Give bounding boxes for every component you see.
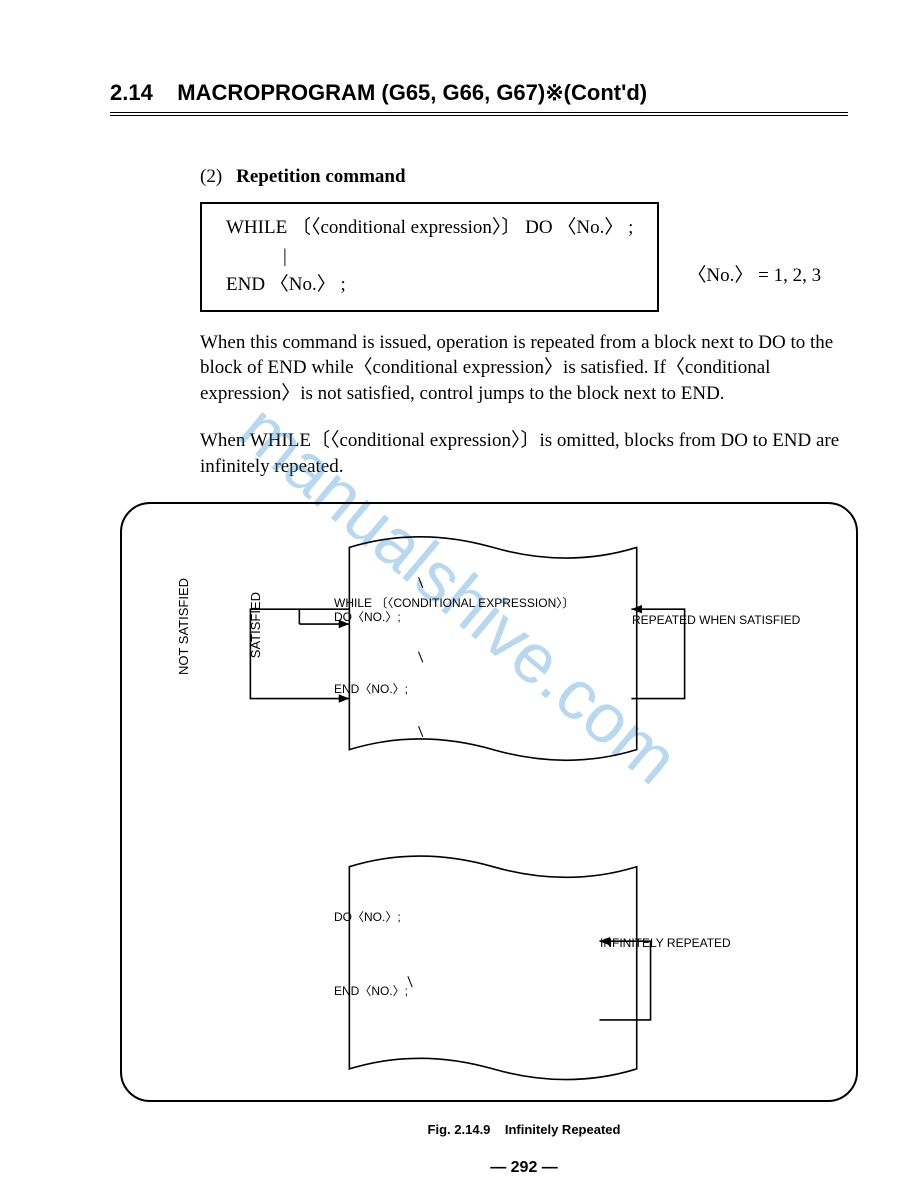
loop-bracket-2 [599, 941, 650, 1020]
label-not-satisfied: NOT SATISFIED [176, 578, 191, 675]
code-box: WHILE 〔〈conditional expression〉〕 DO 〈No.… [200, 202, 659, 312]
tick-1a [419, 577, 423, 588]
content-area: (2) Repetition command WHILE 〔〈condition… [110, 166, 848, 1177]
section-header: 2.14 MACROPROGRAM (G65, G66, G67)※(Cont'… [110, 80, 848, 116]
tick-1b [419, 651, 423, 662]
section-title: MACROPROGRAM (G65, G66, G67)※(Cont'd) [177, 80, 647, 105]
label-end-2: END〈NO.〉; [334, 982, 408, 999]
tick-2a [408, 976, 412, 987]
label-satisfied: SATISFIED [248, 592, 263, 658]
paragraph-2: When WHILE〔〈conditional expression〉〕is o… [200, 428, 848, 479]
code-note: 〈No.〉 = 1, 2, 3 [687, 260, 821, 287]
label-infinitely: INFINITELY REPEATED [600, 936, 731, 950]
label-do-1: DO〈NO.〉; [334, 608, 401, 625]
code-line-1: WHILE 〔〈conditional expression〉〕 DO 〈No.… [226, 214, 633, 243]
caption-prefix: Fig. 2.14.9 [428, 1122, 491, 1137]
caption-text: Infinitely Repeated [505, 1122, 621, 1137]
section-number: 2.14 [110, 80, 153, 105]
paper-shape-1 [349, 536, 636, 760]
code-row: WHILE 〔〈conditional expression〉〕 DO 〈No.… [200, 202, 848, 330]
label-repeated-text: REPEATED WHEN SATISFIED [632, 613, 800, 627]
page-number: — 292 — [200, 1159, 848, 1177]
paper-shape-2 [349, 856, 636, 1080]
code-line-2: | [226, 243, 633, 272]
paragraph-1: When this command is issued, operation i… [200, 330, 848, 407]
label-end-1: END〈NO.〉; [334, 680, 408, 697]
figure-container: NOT SATISFIED SATISFIED WHILE 〔〈CONDITIO… [120, 502, 858, 1102]
subsection-number: (2) [200, 166, 222, 188]
label-repeated: REPEATED WHEN SATISFIED [632, 614, 800, 628]
tick-1c [419, 726, 423, 737]
figure-caption: Fig. 2.14.9 Infinitely Repeated [200, 1122, 848, 1137]
code-line-3: END 〈No.〉 ; [226, 271, 633, 300]
subsection-header: (2) Repetition command [200, 166, 848, 188]
page-number-value: 292 [511, 1159, 538, 1176]
subsection-title: Repetition command [236, 166, 405, 188]
label-do-2: DO〈NO.〉; [334, 908, 401, 925]
